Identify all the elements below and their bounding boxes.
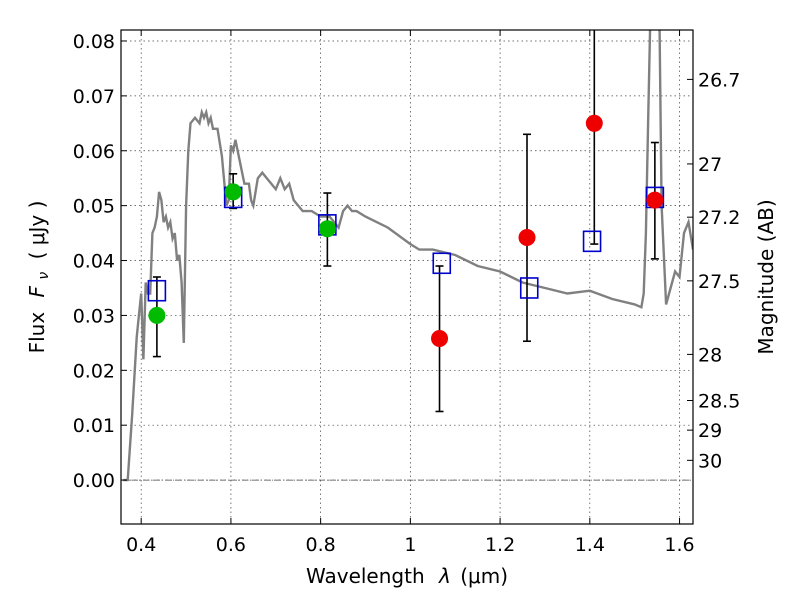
y-axis-label-unit: ( μJy ): [25, 201, 49, 260]
y-tick-label: 0.00: [73, 470, 115, 492]
plot-frame: [120, 29, 694, 525]
observed-point-detected: [148, 306, 166, 324]
y2-tick-label: 26.7: [698, 69, 740, 91]
y2-tick-label: 27: [698, 154, 722, 176]
x-tick-label: 1: [404, 534, 416, 556]
y-tick-label: 0.03: [73, 305, 115, 327]
x-axis-label: Wavelength λ (μm): [306, 564, 508, 588]
model-flux-box: [582, 230, 602, 253]
x-tick-label: 1.2: [485, 534, 515, 556]
model-sed-curve: [123, 30, 693, 482]
y2-tick-label: 27.5: [698, 271, 740, 293]
observed-point-nondetected: [431, 329, 449, 347]
y-tick-label: 0.04: [73, 251, 115, 273]
observed-point-nondetected: [585, 114, 603, 132]
y-tick-label: 0.08: [73, 31, 115, 53]
y2-axis-label: Magnitude (AB): [754, 199, 778, 354]
x-tick-label: 1.6: [664, 534, 694, 556]
model-flux-box: [519, 277, 539, 299]
y-tick-label: 0.01: [73, 415, 115, 437]
y2-tick-label: 28: [698, 344, 722, 366]
y-tick-label: 0.06: [73, 141, 115, 163]
y-axis-label: Flux F ν ( μJy ): [25, 201, 53, 354]
y-tick-label: 0.07: [73, 86, 115, 108]
y2-tick-label: 29: [698, 420, 722, 442]
x-axis-label-unit: (μm): [460, 564, 508, 588]
observed-point-nondetected: [646, 191, 664, 209]
error-bars: [152, 30, 659, 413]
model-flux-box: [147, 279, 167, 302]
y-axis-label-subscript: ν: [36, 272, 52, 280]
observed-point-detected: [318, 220, 336, 238]
model-flux-box: [432, 252, 452, 275]
y-axis-label-prefix: Flux: [25, 312, 49, 354]
x-tick-label: 0.6: [216, 534, 246, 556]
x-tick-label: 0.8: [306, 534, 336, 556]
x-tick-label: 0.4: [126, 534, 156, 556]
observed-point-detected: [224, 183, 242, 201]
y-tick-label: 0.02: [73, 360, 115, 382]
x-tick-label: 1.4: [575, 534, 605, 556]
x-axis-label-prefix: Wavelength: [306, 564, 425, 588]
y2-tick-label: 27.2: [698, 207, 740, 229]
y-tick-label: 0.05: [73, 196, 115, 218]
x-tick-labels: 0.4 0.6 0.8 1 1.2 1.4 1.6: [126, 534, 695, 556]
observed-point-nondetected: [518, 228, 536, 246]
observed-points: [148, 114, 664, 347]
model-flux-boxes: [147, 186, 665, 302]
y2-tick-label: 30: [698, 450, 722, 472]
axis-ticks: [121, 30, 693, 524]
grid-lines: [121, 30, 693, 524]
y-tick-labels: 0.00 0.01 0.02 0.03 0.04 0.05 0.06 0.07 0.08: [73, 31, 115, 492]
x-axis-label-symbol: λ: [438, 564, 451, 588]
magnitude-tick-labels: 26.7 27 27.2 27.5 28 28.5 29 30: [698, 69, 740, 472]
y-axis-label-symbol: F: [25, 285, 49, 297]
y2-tick-label: 28.5: [698, 391, 740, 413]
